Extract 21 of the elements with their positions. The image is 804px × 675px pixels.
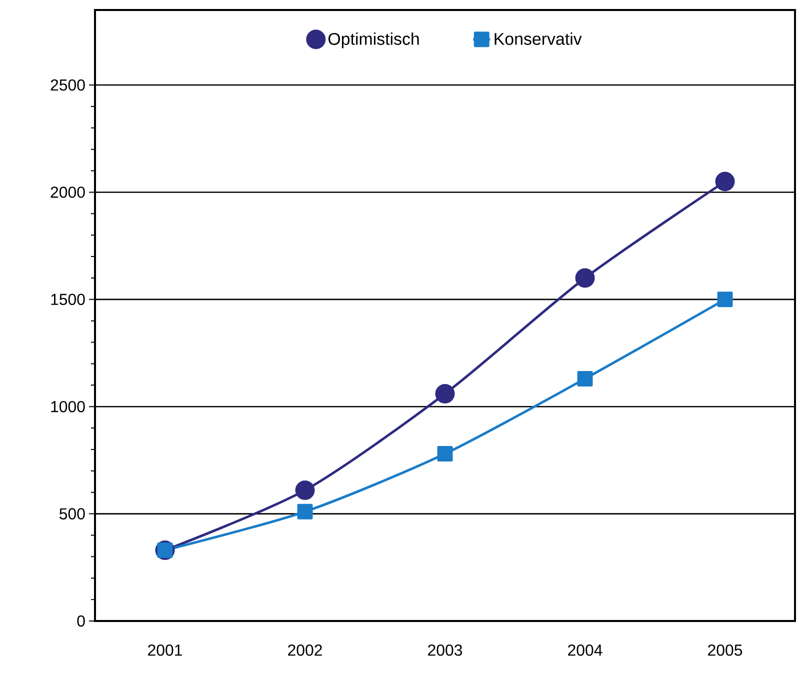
point xyxy=(575,268,595,288)
y-tick-label: 2500 xyxy=(50,79,85,91)
x-tick-label: 2002 xyxy=(288,644,322,656)
x-tick-label: 2005 xyxy=(708,644,742,656)
y-tick-label: 1000 xyxy=(51,400,85,412)
legend-label: Konservativ xyxy=(494,32,582,45)
x-tick-label: 2004 xyxy=(568,644,602,656)
x-tick-label: 2003 xyxy=(428,644,462,656)
point xyxy=(715,172,735,192)
point xyxy=(435,384,455,404)
y-tick-label: 2000 xyxy=(50,186,85,198)
x-tick-label: 2001 xyxy=(148,644,182,656)
legend-label: Optimistisch xyxy=(328,32,419,48)
point xyxy=(717,292,733,308)
point xyxy=(437,446,453,462)
y-tick-label: 500 xyxy=(60,508,85,520)
point xyxy=(577,370,593,386)
y-tick-label: 0 xyxy=(77,615,85,627)
y-tick-label: 1500 xyxy=(51,294,85,306)
point xyxy=(297,504,313,520)
point xyxy=(295,480,315,500)
